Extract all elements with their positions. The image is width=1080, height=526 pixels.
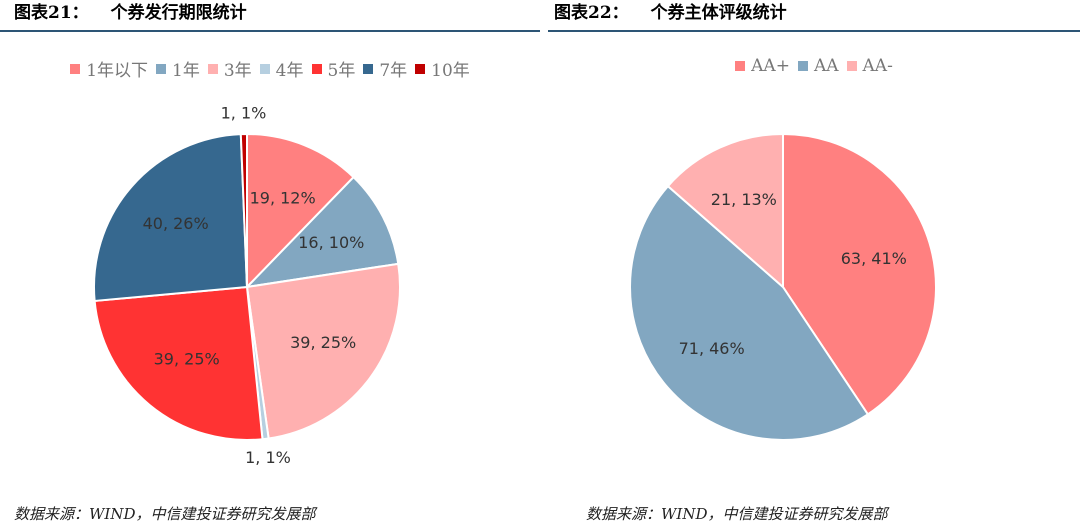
chart-legend: AA+ AA AA- [548,56,1080,76]
legend-item-10年: 10年 [415,56,470,81]
legend-item-aa-minus: AA- [846,56,893,76]
figure-title: 图表22： 个券主体评级统计 [554,0,787,26]
pie-slice-aa-minus [666,132,784,290]
chart-panel-term: 图表21： 个券发行期限统计 1年以下 1年 3年 4年 5年 7年 10年 19, 12% 1… [0,0,540,523]
data-label-4年: 1, 1% [245,448,291,467]
pie-slice-1年以下 [246,132,355,290]
pie-slice-10年 [239,132,248,288]
title-rule [548,30,1080,32]
data-label-7年: 40, 26% [143,214,209,233]
chart-panel-rating: 图表22： 个券主体评级统计 AA+ AA AA- 63, 41% 71, 46% 21,… [548,0,1080,526]
legend-swatch [415,63,426,74]
legend-label: 7年 [379,61,408,81]
legend-label: 3年 [223,61,252,81]
legend-item-1年以下: 1年以下 [70,56,148,81]
legend-swatch [846,61,857,71]
legend-item-aa: AA [797,56,839,76]
pie-chart-term: 19, 12% 16, 10% 39, 25% 1, 1% 39, 25% 40, 26%… [93,104,401,467]
data-label-aa-minus: 21, 13% [711,190,777,209]
legend-item-5年: 5年 [311,56,356,81]
data-label-1年以下: 19, 12% [250,189,316,208]
legend-label: 1年以下 [86,61,149,81]
legend-item-7年: 7年 [363,56,407,81]
legend-swatch [70,63,81,74]
legend-label: AA [813,56,839,76]
figure-label: 图表22： [554,3,629,23]
legend-swatch [735,61,746,71]
chart-title: 个券主体评级统计 [650,3,787,23]
legend-item-4年: 4年 [259,56,304,81]
pie-slice-1年 [244,175,400,289]
legend-swatch [259,63,270,74]
data-label-3年: 39, 25% [290,333,356,352]
data-label-aa-plus: 63, 41% [841,249,907,268]
legend-swatch [311,63,322,74]
legend-label: 4年 [275,61,304,81]
legend-label: AA+ [751,56,790,76]
pie-slice-3年 [245,262,401,440]
legend-item-1年: 1年 [156,56,200,81]
pie-slice-5年 [93,285,264,441]
figure-label: 图表21： [14,3,89,23]
title-rule [0,30,540,32]
legend-item-aa-plus: AA+ [735,56,790,76]
legend-label: 5年 [327,61,356,81]
data-label-10年: 1, 1% [221,104,267,123]
legend-label: 10年 [431,61,470,81]
legend-swatch [363,63,374,74]
legend-label: 1年 [172,61,200,81]
legend-swatch [797,61,808,71]
figure-title: 图表21： 个券发行期限统计 [14,0,247,26]
pie-chart-rating: 63, 41% 71, 46% 21, 13% [629,132,937,441]
chart-title: 个券发行期限统计 [110,3,247,23]
data-source-note: 数据来源：WIND，中信建投证券研究发展部 [586,505,888,523]
chart-legend: 1年以下 1年 3年 4年 5年 7年 10年 [0,56,540,81]
legend-swatch [207,63,218,74]
data-source-note: 数据来源：WIND，中信建投证券研究发展部 [14,505,316,523]
data-label-5年: 39, 25% [154,350,220,369]
legend-swatch [156,63,167,74]
pie-slice-7年 [93,133,249,303]
data-label-aa: 71, 46% [679,339,745,358]
pie-slice-aa [629,184,870,441]
legend-label: AA- [862,56,893,76]
data-label-1年: 16, 10% [298,233,364,252]
legend-item-3年: 3年 [207,56,252,81]
